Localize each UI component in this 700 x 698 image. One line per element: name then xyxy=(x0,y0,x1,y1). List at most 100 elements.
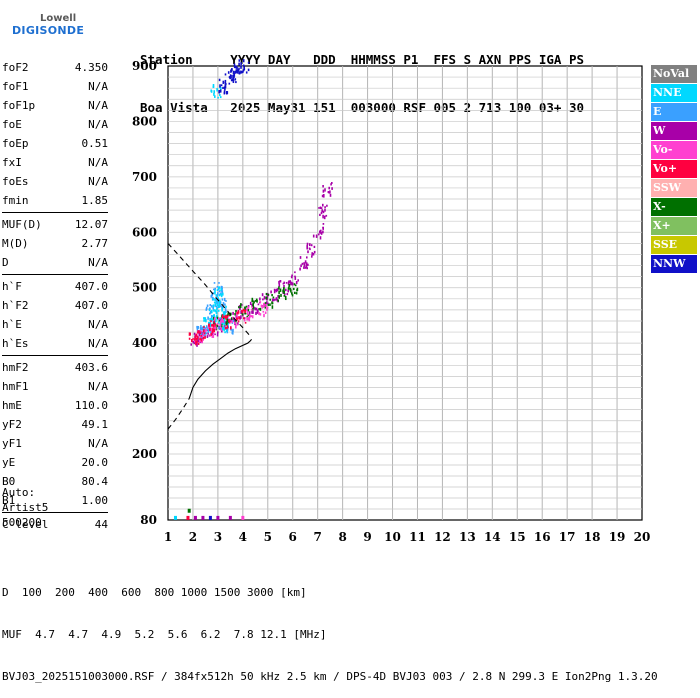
echo-point xyxy=(199,326,202,331)
echo-point xyxy=(224,303,226,306)
echo-point xyxy=(294,291,296,295)
echo-point xyxy=(202,326,204,329)
echo-point xyxy=(214,287,216,290)
echo-point xyxy=(232,320,234,322)
echo-point xyxy=(291,294,294,297)
echo-point xyxy=(204,335,206,339)
echo-point xyxy=(287,289,289,293)
param-value: 4.350 xyxy=(74,61,108,74)
echo-point xyxy=(254,307,257,311)
echo-point xyxy=(247,312,249,316)
echo-point xyxy=(224,87,226,91)
echo-point xyxy=(241,310,243,313)
param-row-fxi: fxI N/A xyxy=(2,153,108,172)
echo-point xyxy=(267,302,269,305)
echo-point xyxy=(240,303,242,305)
low-echo-mark xyxy=(208,515,212,520)
param-value: 44 xyxy=(94,518,108,531)
echo-point xyxy=(311,255,313,258)
echo-point xyxy=(227,314,230,317)
echo-point xyxy=(203,317,205,320)
echo-point xyxy=(217,299,219,303)
echo-point xyxy=(209,318,212,322)
echo-point xyxy=(236,315,238,319)
polarization-legend: NoVal NNE E W Vo- Vo+ SSW X- X+ SSE NNW xyxy=(651,65,697,274)
echo-point xyxy=(203,319,205,322)
param-name: MUF(D) xyxy=(2,218,42,231)
echo-point xyxy=(210,323,212,326)
echo-series-3 xyxy=(213,283,299,330)
echo-point xyxy=(242,64,245,67)
param-name: D xyxy=(2,256,9,269)
echo-point xyxy=(277,299,279,302)
echo-point xyxy=(242,70,244,74)
echo-point xyxy=(199,336,201,339)
echo-point xyxy=(274,298,276,301)
param-row-d: D N/A xyxy=(2,253,108,272)
echo-point xyxy=(267,303,270,306)
auto-version: 500200 xyxy=(2,516,42,529)
echo-point xyxy=(231,320,233,324)
echo-point xyxy=(253,301,255,304)
x-tick-label: 4 xyxy=(239,530,247,544)
param-separator xyxy=(2,274,108,275)
x-tick-label: 3 xyxy=(214,530,222,544)
echo-point xyxy=(221,308,223,312)
echo-point xyxy=(212,328,214,332)
echo-series-2 xyxy=(203,84,230,334)
echo-point xyxy=(230,75,232,79)
echo-point xyxy=(219,84,221,88)
legend-item-ssw: SSW xyxy=(651,178,697,197)
param-value: N/A xyxy=(88,256,108,269)
echo-point xyxy=(219,302,221,306)
param-name: hmE xyxy=(2,399,22,412)
param-row-hmf2: hmF2 403.6 xyxy=(2,358,108,377)
echo-point xyxy=(219,323,222,327)
param-name: yF1 xyxy=(2,437,22,450)
echo-point xyxy=(232,311,234,315)
echo-point xyxy=(306,244,308,248)
echo-point xyxy=(247,61,250,64)
param-row-fof1: foF1 N/A xyxy=(2,77,108,96)
echo-point xyxy=(313,251,316,254)
echo-point xyxy=(213,90,215,94)
echo-point xyxy=(203,332,206,335)
echo-point xyxy=(327,191,330,193)
echo-point xyxy=(331,187,333,190)
echo-point xyxy=(211,293,213,297)
echo-point xyxy=(215,318,217,323)
y-tick-label: 400 xyxy=(132,336,157,350)
echo-point xyxy=(283,295,286,297)
echo-point xyxy=(218,326,220,330)
param-separator xyxy=(2,212,108,213)
echo-point xyxy=(210,324,213,327)
echo-point xyxy=(194,339,196,343)
echo-point xyxy=(213,288,215,291)
echo-point xyxy=(206,304,209,307)
echo-point xyxy=(233,75,235,78)
y-tick-label: 200 xyxy=(132,447,157,461)
header-labels: Station YYYY DAY DDD HHMMSS P1 FFS S AXN… xyxy=(140,52,585,67)
param-value: 1.85 xyxy=(81,194,109,207)
y-tick-label: 800 xyxy=(132,114,157,128)
param-row-clevel: C-level 44 xyxy=(2,515,108,534)
echo-point xyxy=(285,282,288,284)
station-header: Station YYYY DAY DDD HHMMSS P1 FFS S AXN… xyxy=(140,20,584,132)
echo-point xyxy=(322,203,324,207)
echo-point xyxy=(251,308,254,311)
param-row-hes: h`Es N/A xyxy=(2,334,108,353)
footer-file-info: BVJ03_2025151003000.RSF / 384fx512h 50 k… xyxy=(2,670,658,683)
logo-digisonde: DIGISONDE xyxy=(12,24,85,37)
echo-point xyxy=(226,314,229,317)
ionogram-chart: 1 2 3 4 5 6 7 8 9 10 11 12 13 14 15 16 17 18 19 20802003004… xyxy=(132,59,650,544)
x-tick-label: 5 xyxy=(264,530,272,544)
echo-point xyxy=(214,304,217,306)
echo-point xyxy=(293,283,296,286)
echo-point xyxy=(219,96,222,99)
echo-point xyxy=(283,293,286,297)
param-row-mufd: MUF(D) 12.07 xyxy=(2,215,108,234)
echo-point xyxy=(219,89,222,93)
echo-point xyxy=(325,214,328,217)
echo-point xyxy=(211,309,213,314)
echo-point xyxy=(217,303,219,307)
